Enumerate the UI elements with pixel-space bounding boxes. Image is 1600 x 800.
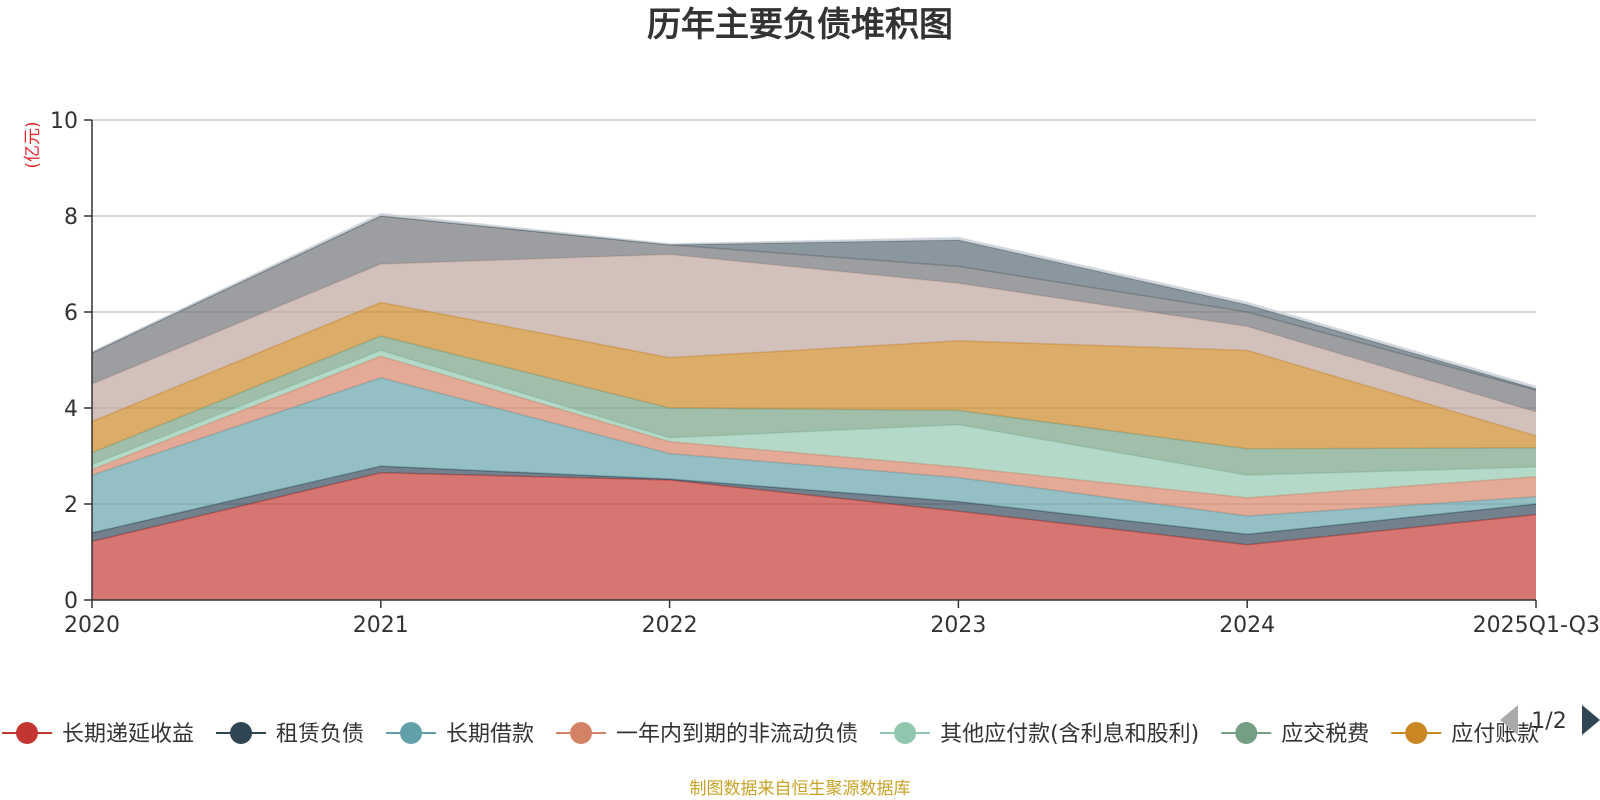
area-应付票据 bbox=[92, 216, 1536, 391]
axes bbox=[84, 119, 1537, 608]
legend-marker-icon bbox=[570, 722, 593, 744]
legend-marker-icon bbox=[230, 722, 253, 744]
legend-next-page-icon[interactable] bbox=[1582, 705, 1600, 735]
area-长期递延收益 bbox=[92, 472, 1536, 600]
x-tick-label: 2024 bbox=[1219, 613, 1275, 638]
x-tick-label: 2023 bbox=[930, 613, 986, 638]
area-一年内到期的非流动负债 bbox=[92, 356, 1536, 516]
area-长期借款 bbox=[92, 377, 1536, 535]
y-tick-label: 4 bbox=[64, 397, 78, 422]
legend-page-indicator: 1/2 bbox=[1531, 709, 1566, 734]
area-应付账款 bbox=[92, 302, 1536, 453]
legend-label: 其他应付款(含利息和股利) bbox=[940, 722, 1199, 747]
source-note: 制图数据来自恒生聚源数据库 bbox=[690, 779, 911, 799]
legend-marker-icon bbox=[1405, 722, 1428, 744]
legend-item[interactable]: 长期借款 bbox=[386, 722, 534, 747]
x-tick-label: 2022 bbox=[642, 613, 698, 638]
legend-item[interactable]: 应付账款 bbox=[1391, 722, 1539, 747]
y-tick-label: 8 bbox=[64, 205, 78, 230]
y-tick-label: 10 bbox=[50, 109, 78, 134]
x-axis-labels: 2020 2021 2022 2023 2024 2025Q1-Q3 bbox=[64, 613, 1600, 638]
area-应付职工薪酬 bbox=[92, 216, 1536, 412]
x-tick-label: 2021 bbox=[353, 613, 409, 638]
legend-pager: 1/2 bbox=[1500, 705, 1600, 735]
legend-label: 应付账款 bbox=[1451, 722, 1539, 747]
legend-item[interactable]: 租赁负债 bbox=[216, 722, 364, 747]
x-tick-label: 2020 bbox=[64, 613, 120, 638]
legend-label: 应交税费 bbox=[1281, 722, 1369, 747]
legend[interactable]: 长期递延收益 租赁负债 长期借款 一年内到期的非流动负债 其他应付款(含利息和股利) 应交… bbox=[2, 722, 1539, 747]
area-应交税费 bbox=[92, 336, 1536, 476]
y-tick-label: 2 bbox=[64, 493, 78, 518]
legend-item[interactable]: 其他应付款(含利息和股利) bbox=[880, 722, 1199, 747]
area-合同负债 bbox=[92, 254, 1536, 436]
y-axis-unit: (亿元) bbox=[23, 121, 43, 168]
y-tick-label: 0 bbox=[64, 589, 78, 614]
legend-label: 长期递延收益 bbox=[62, 722, 194, 747]
area-layers bbox=[91, 212, 1537, 600]
legend-marker-icon bbox=[16, 722, 38, 744]
legend-item[interactable]: 一年内到期的非流动负债 bbox=[556, 722, 858, 747]
legend-marker-icon bbox=[894, 722, 917, 744]
y-tick-label: 6 bbox=[64, 301, 78, 326]
legend-item[interactable]: 应交税费 bbox=[1221, 722, 1369, 747]
legend-label: 租赁负债 bbox=[276, 722, 364, 747]
legend-marker-icon bbox=[1235, 722, 1258, 744]
chart-title: 历年主要负债堆积图 bbox=[647, 5, 953, 45]
legend-label: 长期借款 bbox=[446, 722, 534, 747]
area-line-短期借款 bbox=[91, 212, 1537, 388]
area-其他应付款(含利息和股利) bbox=[92, 350, 1536, 498]
x-tick-label: 2025Q1-Q3 bbox=[1473, 613, 1600, 638]
legend-marker-icon bbox=[400, 722, 423, 744]
legend-item[interactable]: 长期递延收益 bbox=[2, 722, 194, 747]
legend-prev-page-icon[interactable] bbox=[1500, 705, 1518, 735]
y-axis-labels: 0 2 4 6 8 10 bbox=[50, 109, 78, 614]
legend-label: 一年内到期的非流动负债 bbox=[616, 722, 858, 747]
